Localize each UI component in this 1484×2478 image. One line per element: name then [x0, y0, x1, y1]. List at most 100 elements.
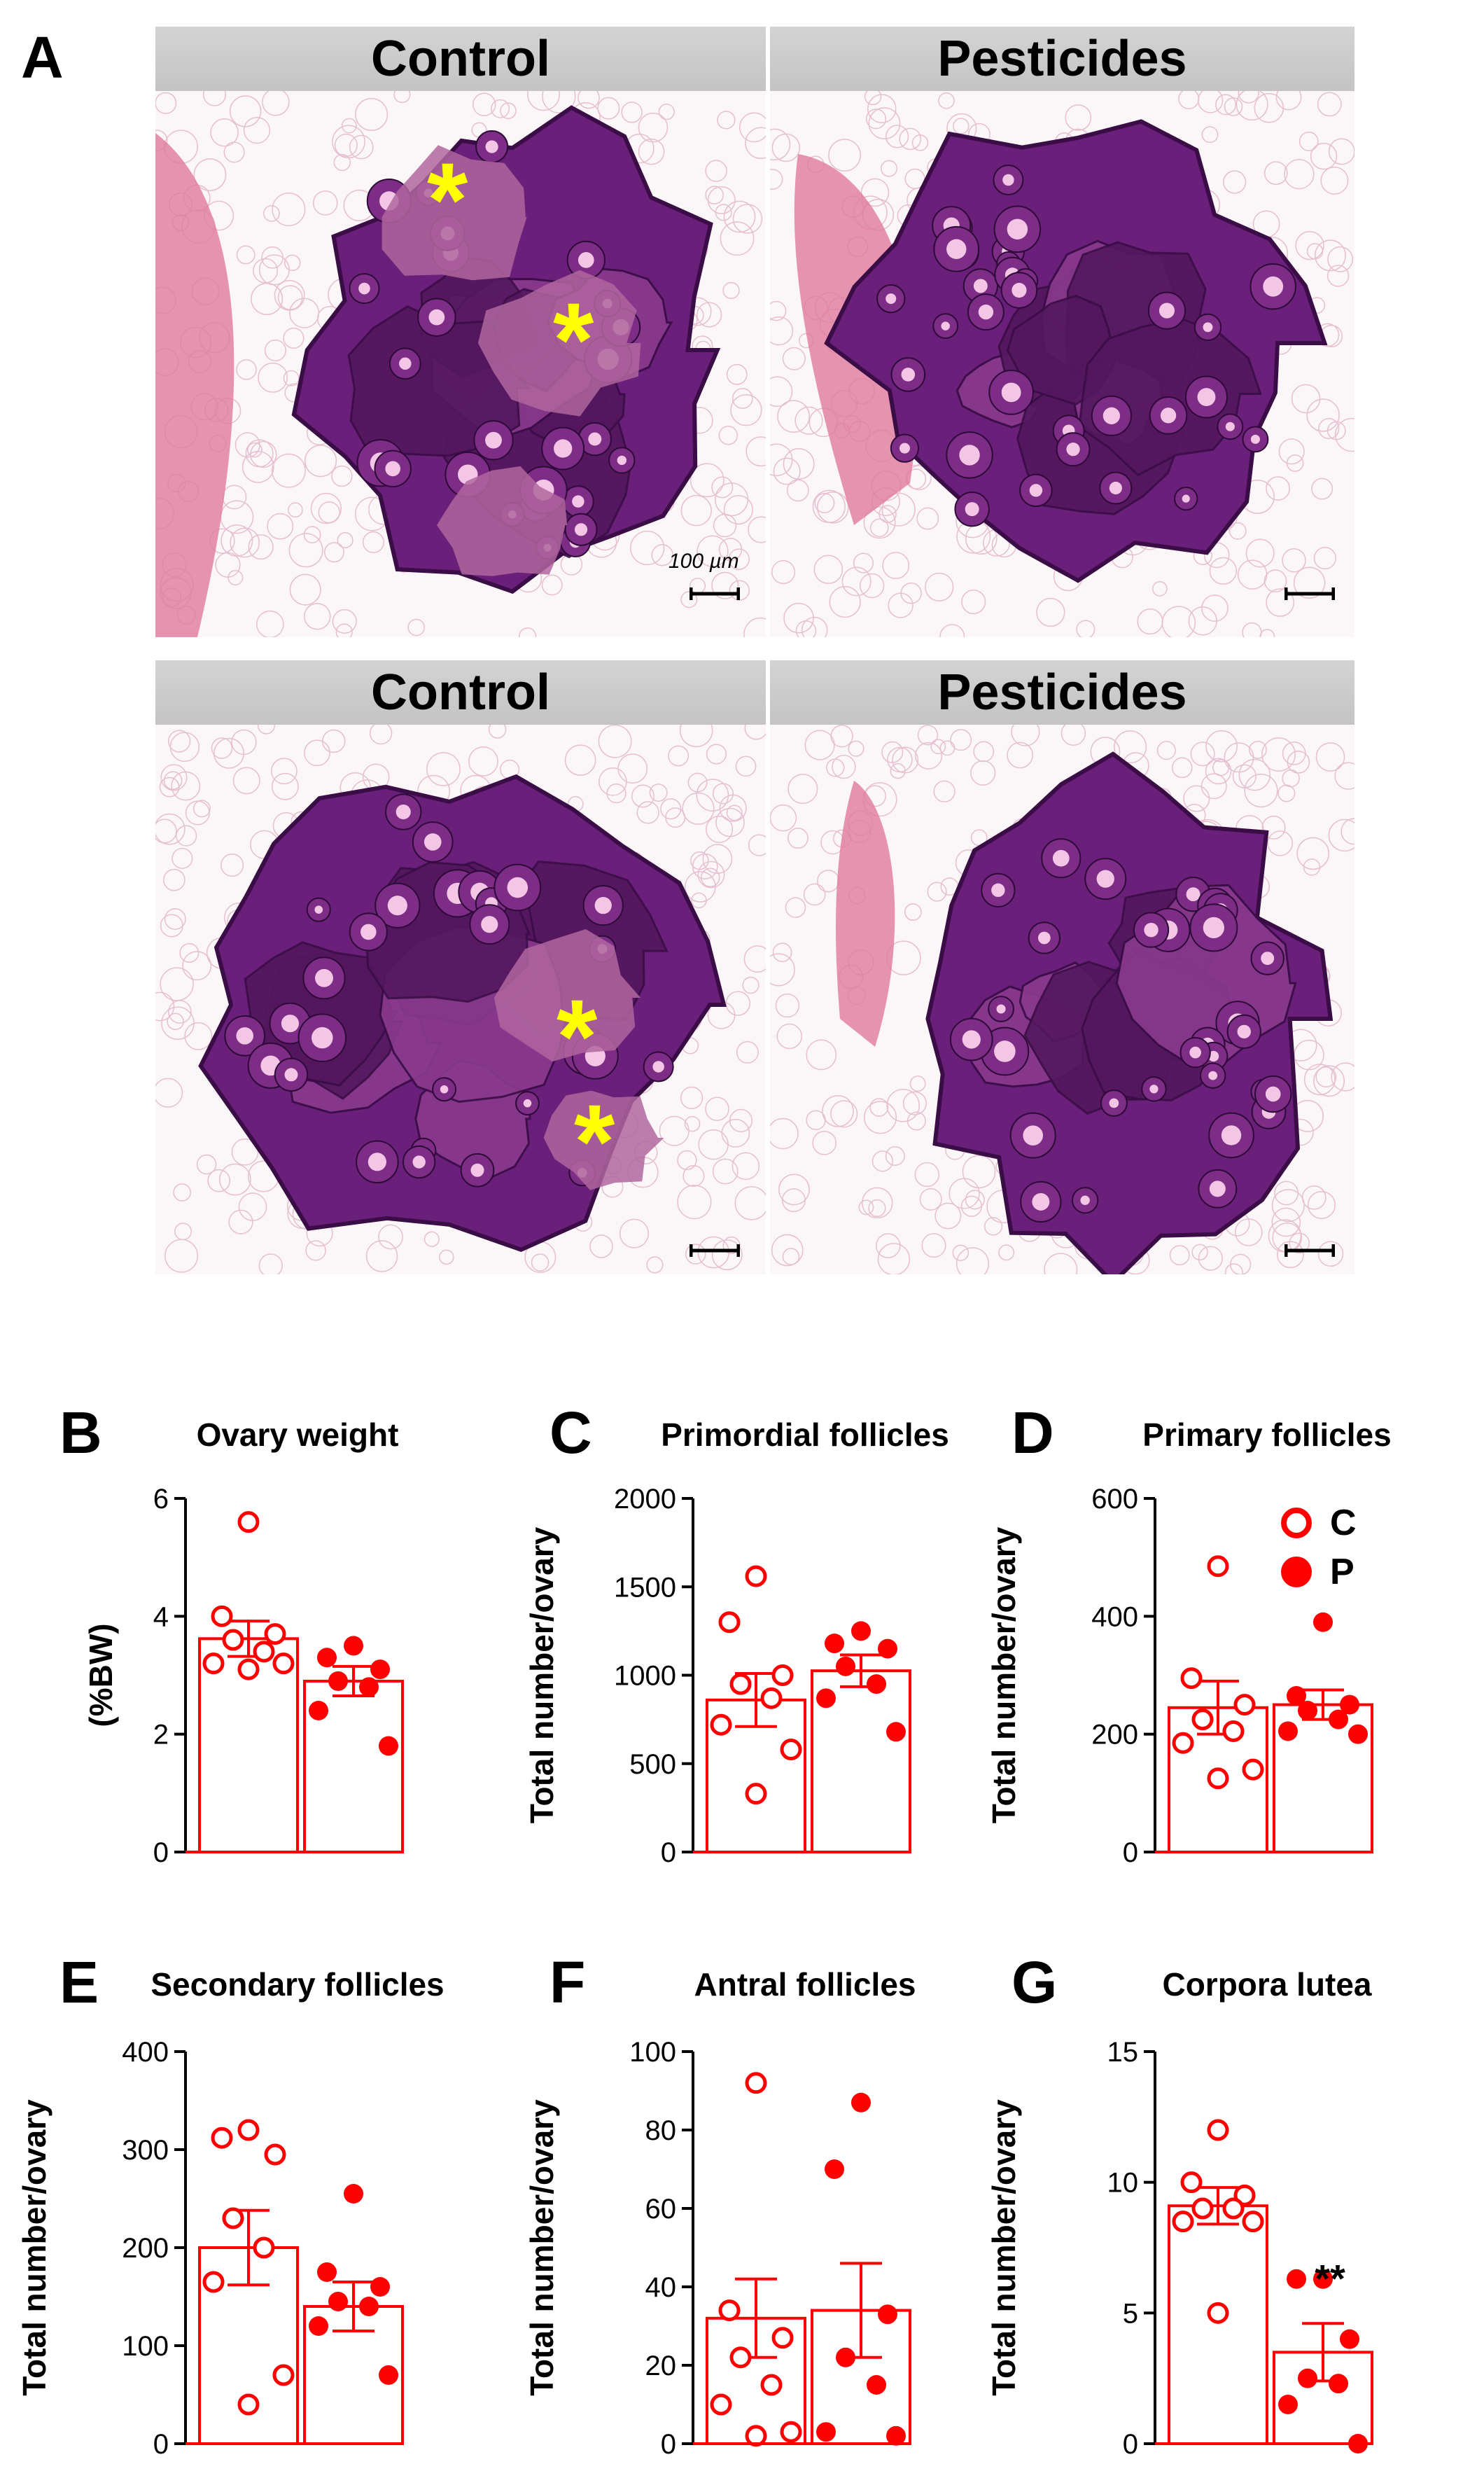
header-pesticides-top: Pesticides	[770, 27, 1354, 91]
panel-label-a: A	[21, 25, 64, 90]
data-point	[253, 2236, 275, 2259]
data-point	[1278, 2395, 1298, 2414]
data-point	[344, 2184, 363, 2204]
data-point	[1207, 1555, 1229, 1578]
data-point	[317, 2262, 337, 2282]
data-point	[237, 1511, 260, 1533]
data-point	[379, 2365, 398, 2385]
legend-label: P	[1330, 1552, 1354, 1592]
data-point	[344, 1636, 363, 1656]
chart-title: Ovary weight	[197, 1417, 399, 1453]
data-point	[771, 2327, 794, 2349]
scale-bar	[690, 1244, 740, 1257]
data-point	[1191, 1708, 1214, 1731]
legend-item-c: C	[1281, 1498, 1407, 1547]
y-tick-label: 60	[645, 2194, 677, 2225]
y-axis-label: Total number/ovary	[524, 1526, 560, 1823]
data-point	[1222, 2197, 1245, 2220]
data-point	[816, 1688, 836, 1708]
data-point	[272, 2364, 295, 2386]
data-point	[211, 2127, 233, 2149]
y-axis-label: Total number/ovary	[986, 2099, 1022, 2396]
data-point	[328, 1671, 348, 1691]
data-point	[1207, 2119, 1229, 2141]
significance-annotation: **	[1315, 2256, 1345, 2300]
data-point	[222, 2207, 244, 2229]
y-tick-label: 600	[1091, 1484, 1138, 1515]
y-tick-label: 200	[122, 2233, 169, 2264]
data-point	[1329, 1709, 1348, 1729]
scale-bar-label: 100 µm	[668, 550, 739, 573]
data-point	[886, 1722, 906, 1742]
data-point	[851, 2092, 871, 2112]
data-point	[1233, 1694, 1256, 1716]
data-point	[359, 2297, 379, 2316]
data-point	[1242, 1758, 1264, 1781]
panel-label-d: D	[1011, 1400, 1054, 1466]
data-point	[222, 1629, 244, 1651]
micrograph-control-top	[155, 91, 766, 637]
chart-ovary-weight: B Ovary weight 0 2 4 6 (%BW)	[59, 1400, 404, 1868]
data-point	[1313, 2269, 1333, 2289]
header-control-bottom: Control	[155, 660, 766, 725]
header-control-top: Control	[155, 27, 766, 91]
y-axis-label: (%BW)	[83, 1623, 119, 1727]
data-point	[886, 2425, 906, 2446]
scale-bar	[1284, 1244, 1335, 1257]
y-tick-label: 6	[153, 1484, 169, 1515]
data-point	[745, 2425, 767, 2447]
y-tick-label: 0	[153, 1837, 169, 1868]
scale-bar	[690, 587, 740, 600]
data-point	[1191, 2197, 1214, 2220]
data-point	[816, 2422, 836, 2442]
chart-legend: C P	[1281, 1498, 1407, 1603]
open-circle-icon	[1281, 1508, 1312, 1538]
data-point	[253, 1641, 275, 1663]
data-point	[317, 1648, 337, 1668]
data-point	[1348, 1724, 1368, 1744]
corpus-luteum-marker: *	[427, 141, 468, 258]
data-point	[1287, 1685, 1306, 1706]
data-point	[1180, 2171, 1203, 2194]
chart-title: Secondary follicles	[150, 1966, 444, 2003]
data-point	[1278, 1721, 1298, 1741]
data-point	[1287, 2269, 1306, 2289]
chart-title: Primary follicles	[1142, 1417, 1391, 1453]
data-point	[1329, 2374, 1348, 2394]
corpus-luteum-marker: *	[556, 977, 598, 1095]
y-tick-label: 300	[122, 2135, 169, 2166]
header-pesticides-bottom: Pesticides	[770, 660, 1354, 725]
y-tick-label: 0	[661, 2429, 676, 2460]
data-point	[867, 1674, 886, 1694]
chart-title: Antral follicles	[694, 1966, 916, 2003]
data-point	[710, 2393, 732, 2416]
y-tick-label: 500	[629, 1749, 676, 1780]
chart-corpora-lutea: G Corpora lutea 0 5 10 15 Total number/ovary **	[986, 1949, 1373, 2460]
data-point	[379, 1736, 398, 1756]
data-point	[370, 2277, 390, 2297]
chart-primordial-follicles: C Primordial follicles 0 500 1000 1500 2000 Tot…	[524, 1400, 949, 1868]
data-point	[760, 2374, 783, 2396]
y-tick-label: 80	[645, 2115, 677, 2146]
data-point	[1222, 1720, 1245, 1742]
data-point	[370, 1659, 390, 1680]
data-point	[272, 1652, 295, 1675]
y-tick-label: 10	[1107, 2168, 1139, 2199]
y-tick-label: 1000	[614, 1661, 676, 1692]
micrograph-control-bottom	[155, 725, 766, 1274]
data-point	[825, 2159, 844, 2179]
corpus-luteum-marker: *	[553, 281, 594, 398]
y-axis-label: Total number/ovary	[986, 1526, 1022, 1823]
data-point	[359, 1677, 379, 1697]
y-tick-label: 400	[122, 2037, 169, 2068]
data-point	[309, 1701, 328, 1720]
corpus-luteum-marker: *	[574, 1083, 615, 1200]
y-tick-label: 400	[1091, 1601, 1138, 1632]
data-point	[745, 1565, 767, 1587]
data-point	[836, 2347, 855, 2367]
chart-primary-follicles: D Primary follicles 0 200 400 600 Total number…	[986, 1400, 1392, 1868]
data-point	[760, 1687, 783, 1709]
data-point	[1340, 1694, 1359, 1715]
data-point	[718, 1611, 741, 1634]
data-point	[710, 1713, 732, 1736]
